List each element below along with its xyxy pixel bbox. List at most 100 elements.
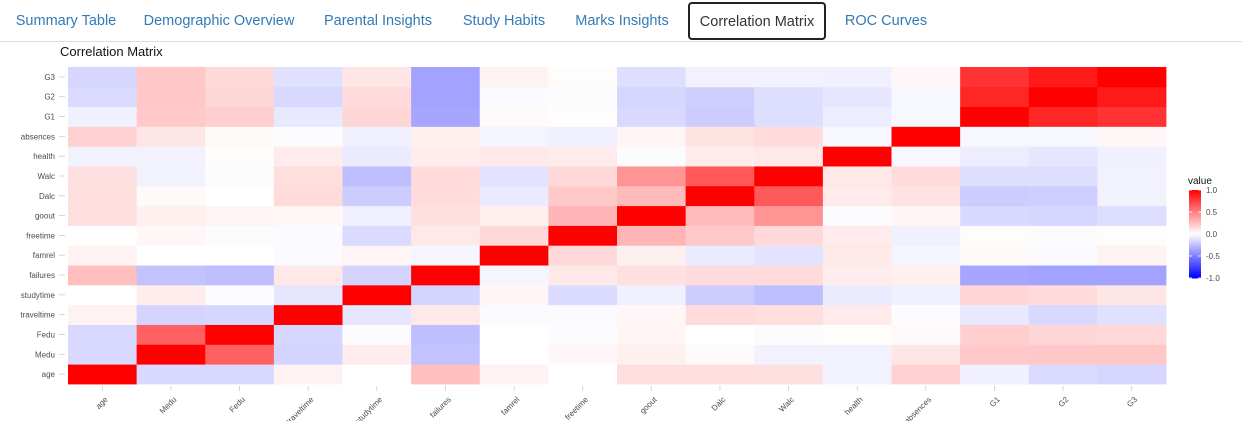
heatmap-cell-Fedu-G3 xyxy=(1097,324,1167,345)
y-tick-label-absences: absences xyxy=(21,132,55,141)
heatmap-cell-goout-Fedu xyxy=(205,205,275,226)
heatmap-cell-traveltime-Dalc xyxy=(685,304,755,325)
heatmap-cell-studytime-G3 xyxy=(1097,284,1167,306)
heatmap-cell-famrel-absences xyxy=(891,245,961,266)
heatmap-cell-failures-Walc xyxy=(754,265,824,286)
tab-marks-insights[interactable]: Marks Insights xyxy=(575,13,669,29)
tab-parental-insights[interactable]: Parental Insights xyxy=(323,13,432,29)
legend-colorbar-segment xyxy=(1189,196,1201,200)
heatmap-cell-studytime-Dalc xyxy=(685,284,755,306)
x-tick-label-Dalc: Dalc xyxy=(710,395,728,413)
heatmap-cell-failures-absences xyxy=(891,265,961,286)
tab-roc-curves[interactable]: ROC Curves xyxy=(844,13,928,29)
heatmap-cell-Fedu-failures xyxy=(411,324,481,345)
heatmap-cell-age-G3 xyxy=(1097,364,1167,385)
legend-colorbar-segment xyxy=(1189,245,1201,248)
heatmap-cell-absences-failures xyxy=(411,126,481,147)
tab-study-habits[interactable]: Study Habits xyxy=(462,13,546,29)
legend-colorbar-segment xyxy=(1189,203,1201,206)
heatmap-cell-Walc-Medu xyxy=(136,166,206,187)
heatmap-cell-Walc-goout xyxy=(617,166,687,187)
heatmap-cell-G1-Medu xyxy=(136,106,206,127)
heatmap-cell-goout-health xyxy=(822,205,892,226)
heatmap-cell-famrel-failures xyxy=(411,245,481,266)
heatmap-cell-traveltime-famrel xyxy=(479,304,549,325)
heatmap-cell-age-famrel xyxy=(479,364,549,385)
heatmap-cell-absences-G1 xyxy=(960,126,1030,147)
heatmap-cell-Fedu-age xyxy=(68,324,138,345)
legend-colorbar-segment xyxy=(1189,260,1201,264)
heatmap-cell-goout-Medu xyxy=(136,205,206,226)
legend-colorbar-segment xyxy=(1189,207,1201,211)
heatmap-cell-famrel-G2 xyxy=(1028,245,1098,266)
heatmap-cell-freetime-G3 xyxy=(1097,225,1167,246)
heatmap-cell-famrel-Dalc xyxy=(685,245,755,266)
heatmap-cell-health-G2 xyxy=(1028,146,1098,167)
heatmap-cell-goout-G1 xyxy=(960,205,1030,226)
heatmap-cell-failures-failures xyxy=(411,265,481,286)
legend-title: value xyxy=(1188,176,1212,187)
x-tick-label-G3: G3 xyxy=(1125,395,1139,409)
heatmap-cell-goout-G3 xyxy=(1097,205,1167,226)
heatmap-cell-freetime-Fedu xyxy=(205,225,275,246)
heatmap-cell-age-Dalc xyxy=(685,364,755,385)
heatmap-cell-freetime-traveltime xyxy=(273,225,343,246)
heatmap-cell-absences-Walc xyxy=(754,126,824,147)
heatmap-cell-traveltime-absences xyxy=(891,304,961,325)
legend-colorbar-segment xyxy=(1189,220,1201,224)
legend-colorbar-segment xyxy=(1189,271,1201,275)
heatmap-cell-famrel-studytime xyxy=(342,245,412,266)
legend-colorbar-segment xyxy=(1189,258,1201,261)
heatmap-cell-G1-Fedu xyxy=(205,106,275,127)
heatmap-cell-absences-famrel xyxy=(479,126,549,147)
heatmap-cell-G1-Dalc xyxy=(685,106,755,127)
heatmap-cell-Dalc-freetime xyxy=(548,185,618,207)
heatmap-cell-health-Walc xyxy=(754,146,824,167)
heatmap-cell-famrel-traveltime xyxy=(273,245,343,266)
heatmap-cell-G1-studytime xyxy=(342,106,412,127)
tab-summary-table[interactable]: Summary Table xyxy=(15,13,117,29)
legend-tick-label: -0.5 xyxy=(1206,252,1220,261)
heatmap-cell-failures-age xyxy=(68,265,138,286)
heatmap-cell-G2-G2 xyxy=(1028,86,1098,108)
heatmap-cell-G1-G3 xyxy=(1097,106,1167,127)
legend-colorbar-segment xyxy=(1189,253,1201,257)
heatmap-cell-health-famrel xyxy=(479,146,549,167)
heatmap-cell-Medu-goout xyxy=(617,344,687,365)
heatmap-cell-Fedu-Walc xyxy=(754,324,824,345)
heatmap-cell-G2-studytime xyxy=(342,86,412,108)
heatmap-cell-Walc-traveltime xyxy=(273,166,343,187)
heatmap-cell-age-Fedu xyxy=(205,364,275,385)
heatmap-cell-Medu-failures xyxy=(411,344,481,365)
legend-colorbar-segment xyxy=(1189,264,1201,268)
y-tick-label-Walc: Walc xyxy=(38,172,55,181)
x-tick-label-health: health xyxy=(843,395,865,417)
heatmap-cell-absences-traveltime xyxy=(273,126,343,147)
legend-colorbar-segment xyxy=(1189,192,1201,195)
heatmap-cell-traveltime-Medu xyxy=(136,304,206,325)
heatmap-cell-Medu-G2 xyxy=(1028,344,1098,365)
heatmap-cell-Walc-failures xyxy=(411,166,481,187)
heatmap-cell-Dalc-Medu xyxy=(136,185,206,207)
legend-colorbar-segment xyxy=(1189,251,1201,255)
legend-colorbar-segment xyxy=(1189,209,1201,213)
heatmap-cell-failures-Medu xyxy=(136,265,206,286)
heatmap-cell-G3-failures xyxy=(411,67,481,88)
heatmap-cell-age-Walc xyxy=(754,364,824,385)
legend-colorbar-segment xyxy=(1189,216,1201,220)
tab-demographic-overview[interactable]: Demographic Overview xyxy=(143,13,295,29)
heatmap-cell-Dalc-G3 xyxy=(1097,185,1167,207)
heatmap-cell-age-traveltime xyxy=(273,364,343,385)
heatmap-cell-studytime-studytime xyxy=(342,284,412,306)
y-tick-label-G1: G1 xyxy=(44,113,55,122)
tab-correlation-matrix[interactable]: Correlation Matrix xyxy=(688,2,826,40)
y-tick-label-traveltime: traveltime xyxy=(20,311,55,320)
heatmap-cell-failures-health xyxy=(822,265,892,286)
heatmap-cell-traveltime-Walc xyxy=(754,304,824,325)
heatmap-cell-freetime-Dalc xyxy=(685,225,755,246)
heatmap-cell-Dalc-absences xyxy=(891,185,961,207)
legend-colorbar-segment xyxy=(1189,201,1201,204)
x-tick-label-traveltime: traveltime xyxy=(285,395,316,421)
heatmap-cell-freetime-age xyxy=(68,225,138,246)
heatmap-cell-Fedu-Fedu xyxy=(205,324,275,345)
